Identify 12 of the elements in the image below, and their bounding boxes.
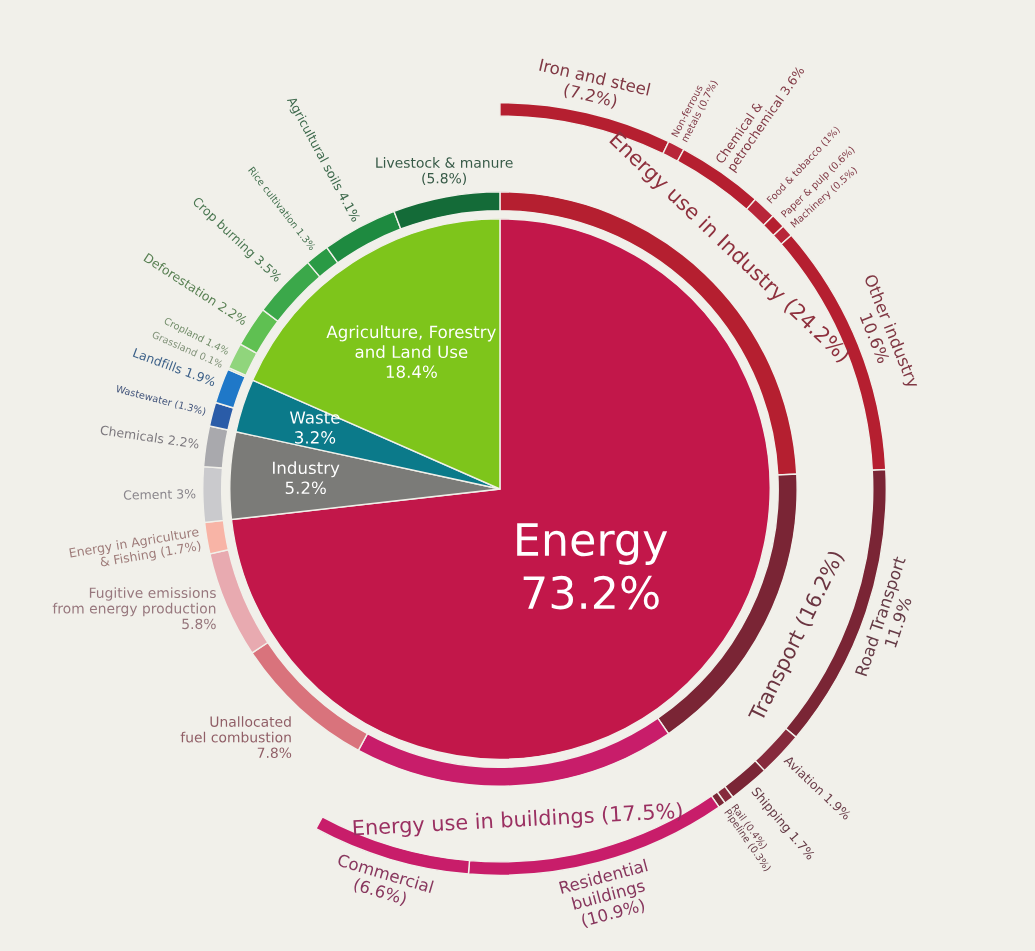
data-label: Cement 3% bbox=[123, 488, 196, 500]
data-label: Energy 73.2% bbox=[517, 523, 668, 610]
data-label: Energy in Agriculture & Fishing (1.7%) bbox=[69, 526, 202, 570]
data-label: Energy use in buildings (17.5%) bbox=[353, 802, 683, 840]
data-label: Waste 3.2% bbox=[289, 411, 340, 444]
data-label: Iron and steel (7.2%) bbox=[539, 58, 651, 110]
data-label: Livestock & manure (5.8%) bbox=[376, 157, 513, 186]
data-label: Fugitive emissions from energy production 5.8% bbox=[52, 587, 216, 630]
data-label: Chemicals 2.2% bbox=[100, 424, 200, 449]
data-label: Industry 5.2% bbox=[273, 461, 340, 495]
data-label: Agriculture, Forestry and Land Use 18.4% bbox=[326, 325, 496, 379]
data-label: Unallocated fuel combustion 7.8% bbox=[180, 716, 292, 759]
